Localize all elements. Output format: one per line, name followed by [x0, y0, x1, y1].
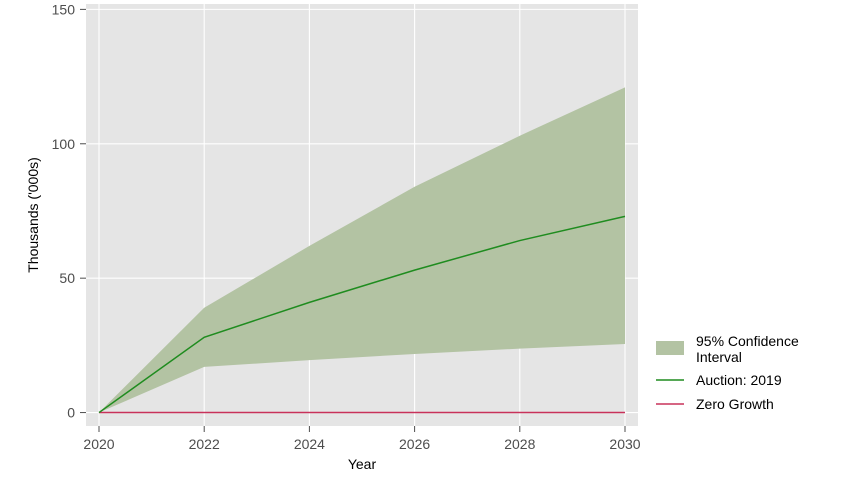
legend-label-0: Interval — [696, 349, 742, 365]
y-tick-label: 0 — [67, 405, 75, 421]
y-axis-title: Thousands ('000s) — [25, 157, 41, 273]
legend-key-0 — [656, 341, 684, 355]
x-tick-label: 2020 — [83, 436, 114, 452]
legend-label-1: Auction: 2019 — [696, 372, 782, 388]
y-tick-label: 150 — [52, 1, 76, 17]
x-axis-title: Year — [348, 456, 377, 472]
y-tick-label: 50 — [59, 270, 75, 286]
x-tick-label: 2024 — [294, 436, 325, 452]
confidence-band-layer — [99, 87, 625, 413]
x-tick-label: 2028 — [504, 436, 535, 452]
x-tick-label: 2026 — [399, 436, 430, 452]
x-tick-label: 2030 — [609, 436, 640, 452]
y-tick-label: 100 — [52, 136, 76, 152]
x-tick-label: 2022 — [189, 436, 220, 452]
legend-label-2: Zero Growth — [696, 396, 774, 412]
legend-label-0: 95% Confidence — [696, 333, 799, 349]
series-line-0 — [98, 215, 626, 414]
axis-layer: 0 50 100 150 2020 2022 2024 2026 2028 2030 — [52, 1, 641, 452]
confidence-interval-band — [99, 87, 625, 413]
series-layer — [98, 215, 626, 414]
